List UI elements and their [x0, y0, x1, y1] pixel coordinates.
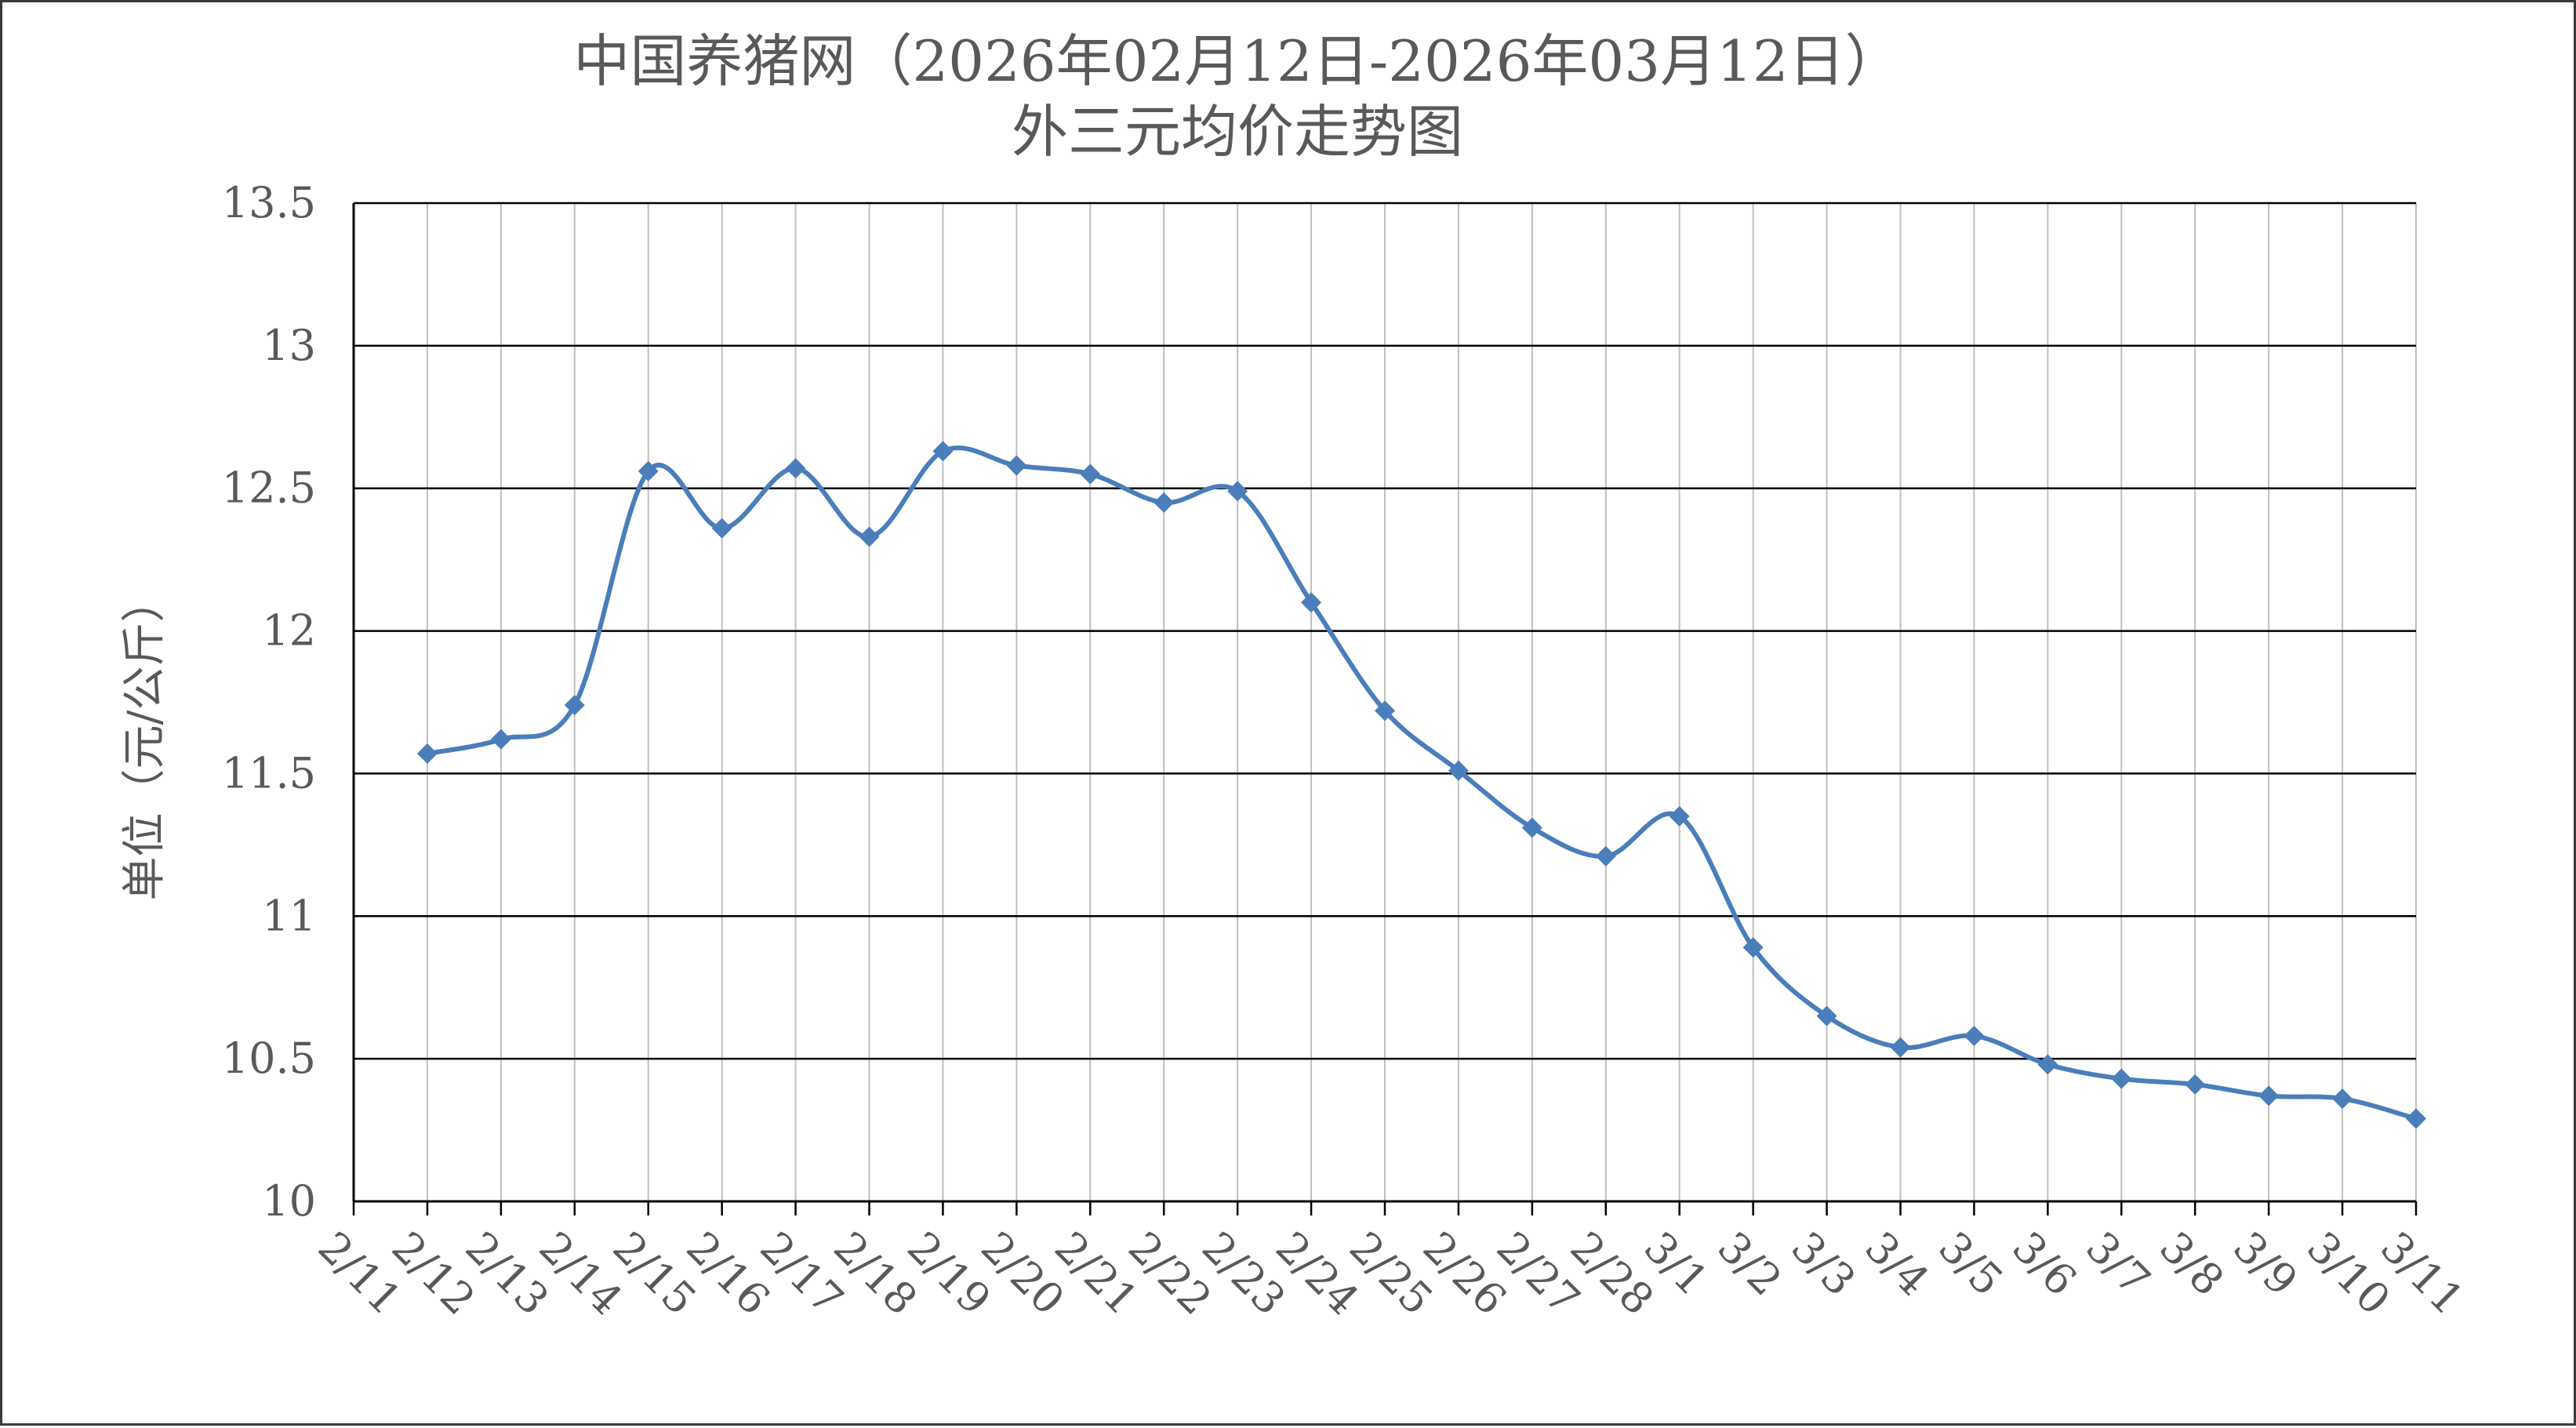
y-tick-label: 10	[262, 1176, 316, 1226]
y-tick-label: 13.5	[222, 178, 316, 227]
data-point-marker	[1301, 592, 1322, 613]
data-point-marker	[1595, 845, 1616, 867]
data-point-marker	[785, 458, 806, 479]
y-tick-label: 12	[262, 606, 316, 656]
x-tick-label: 2/17	[750, 1223, 852, 1324]
y-tick-label: 12.5	[222, 463, 316, 513]
data-point-marker	[859, 526, 880, 547]
data-point-marker	[2406, 1108, 2426, 1129]
data-point-marker	[416, 743, 438, 764]
data-point-marker	[2258, 1085, 2280, 1106]
x-tick-label: 2/28	[1561, 1223, 1663, 1324]
y-axis-label: 单位（元/公斤）	[119, 579, 170, 901]
x-tick-label: 2/21	[1045, 1223, 1147, 1324]
x-tick-label: 3/6	[2003, 1223, 2086, 1306]
data-point-marker	[1669, 805, 1690, 827]
x-tick-label: 2/15	[604, 1223, 706, 1324]
x-tick-label: 2/18	[824, 1223, 926, 1324]
x-tick-label: 3/8	[2150, 1223, 2233, 1306]
data-point-marker	[1890, 1037, 1911, 1058]
x-tick-label: 2/19	[898, 1223, 1000, 1324]
y-tick-label: 10.5	[222, 1034, 316, 1083]
data-point-marker	[1521, 817, 1542, 838]
data-point-marker	[932, 441, 954, 462]
x-tick-label: 2/13	[456, 1223, 558, 1324]
x-tick-label: 2/23	[1193, 1223, 1295, 1324]
data-point-marker	[638, 460, 659, 481]
x-tick-label: 2/26	[1414, 1223, 1516, 1324]
data-point-marker	[490, 729, 511, 750]
data-point-marker	[711, 518, 732, 539]
series-line	[427, 445, 2417, 1121]
data-point-marker	[2332, 1088, 2353, 1110]
data-point-marker	[1816, 1005, 1837, 1026]
data-point-marker	[1080, 463, 1101, 485]
data-point-marker	[2111, 1068, 2132, 1089]
x-tick-label: 3/4	[1855, 1223, 1938, 1306]
y-tick-label: 11.5	[222, 748, 316, 798]
data-point-marker	[1964, 1026, 1985, 1047]
data-point-marker	[2037, 1054, 2058, 1075]
x-tick-label: 2/24	[1266, 1223, 1368, 1324]
axes	[352, 203, 2418, 1215]
chart-title: 中国养猪网（2026年02月12日-2026年03月12日）	[573, 28, 1901, 94]
x-tick-label: 2/16	[677, 1223, 779, 1324]
data-point-marker	[1742, 937, 1764, 958]
x-tick-label: 3/3	[1782, 1223, 1865, 1306]
x-tick-label: 3/10	[2298, 1223, 2400, 1324]
x-tick-label: 3/7	[2076, 1223, 2160, 1306]
data-point-marker	[564, 695, 585, 716]
x-tick-label: 3/2	[1708, 1223, 1791, 1306]
x-tick-label: 3/5	[1929, 1223, 2012, 1306]
x-tick-label: 2/27	[1488, 1223, 1590, 1324]
data-point-marker	[1154, 492, 1175, 513]
series	[416, 441, 2426, 1129]
x-tick-label: 2/20	[972, 1223, 1074, 1324]
data-point-marker	[2185, 1074, 2206, 1095]
x-tick-label: 3/11	[2371, 1223, 2473, 1324]
x-tick-label: 2/22	[1119, 1223, 1221, 1324]
y-tick-label: 13	[262, 321, 316, 370]
data-point-marker	[1448, 760, 1469, 781]
x-tick-label: 2/14	[530, 1223, 632, 1324]
data-point-marker	[1227, 481, 1248, 502]
x-tick-label: 2/12	[383, 1223, 485, 1324]
x-tick-label: 2/25	[1340, 1223, 1442, 1324]
grid	[354, 202, 2417, 1201]
y-tick-label: 11	[262, 891, 316, 940]
chart-subtitle: 外三元均价走势图	[1012, 99, 1463, 165]
tick-labels: 10 10.5 11 11.5 12 12.5 13 13.5 2/112/122/132/14…	[222, 178, 2473, 1324]
data-point-marker	[1375, 700, 1395, 721]
data-point-marker	[1006, 455, 1027, 476]
x-tick-label: 3/9	[2224, 1223, 2307, 1306]
x-tick-label: 2/11	[309, 1223, 411, 1324]
